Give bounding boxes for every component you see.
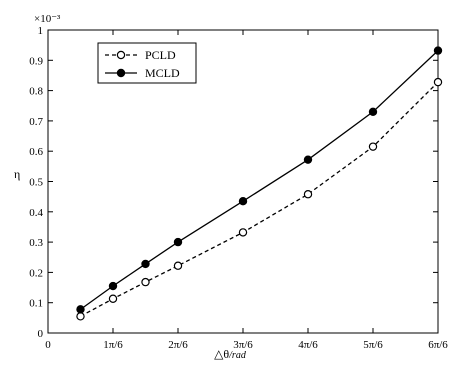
data-point-mcld	[76, 305, 85, 314]
data-point-mcld	[303, 155, 313, 164]
series-layer	[76, 46, 443, 321]
y-tick-label: 0.5	[29, 177, 43, 189]
y-tick-label: 0.2	[29, 267, 43, 279]
x-tick-label: 2π/6	[168, 339, 188, 351]
data-point-pcld	[141, 277, 150, 287]
x-tick-label: 6π/6	[428, 339, 448, 351]
y-tick-label: 0.7	[29, 116, 43, 128]
y-tick-label: 0.6	[29, 146, 43, 158]
data-point-pcld	[303, 190, 313, 199]
x-tick-label: 5π/6	[363, 339, 383, 351]
x-tick-label: 4π/6	[298, 339, 318, 351]
y-tick-label: 0.4	[29, 207, 43, 219]
data-point-mcld	[433, 46, 443, 55]
x-axis-label-unit: /rad	[228, 350, 247, 361]
x-axis-label-main: △θ	[214, 347, 229, 361]
x-tick-label: 3π/6	[233, 339, 253, 351]
data-point-mcld	[238, 196, 248, 206]
y-exponent-label: ×10⁻³	[34, 13, 61, 25]
series-line-mcld	[80, 50, 439, 310]
data-point-pcld	[76, 312, 85, 321]
data-point-pcld	[368, 142, 378, 151]
data-point-pcld	[108, 294, 118, 303]
data-point-mcld	[368, 107, 378, 117]
legend: PCLD MCLD	[97, 42, 197, 84]
legend-label-mcld: MCLD	[145, 66, 180, 80]
data-point-mcld	[108, 281, 118, 291]
y-tick-label: 0.3	[29, 237, 43, 249]
data-point-mcld	[141, 259, 150, 269]
x-axis-label: △θ/rad	[214, 347, 247, 361]
legend-label-pcld: PCLD	[145, 48, 176, 62]
y-tick-label: 0.9	[29, 55, 43, 67]
series-line-pcld	[80, 81, 439, 317]
y-axis-label: η	[14, 167, 20, 181]
y-tick-label: 0.1	[29, 298, 43, 310]
x-tick-label: 0	[45, 339, 51, 351]
data-point-pcld	[173, 261, 183, 270]
y-tick-label: 0	[38, 328, 44, 340]
x-tick-label: 1π/6	[103, 339, 123, 351]
legend-marker-pcld	[116, 50, 126, 60]
y-axis-ticks: 0 0.1 0.2 0.3 0.4 0.5 0.6 0.7 0.8 0.9 1	[29, 25, 438, 340]
data-point-mcld	[173, 237, 183, 247]
data-point-pcld	[433, 77, 443, 87]
legend-marker-mcld	[116, 68, 126, 78]
x-axis-ticks: 0 1π/6 2π/6 3π/6 4π/6 5π/6 6π/6	[45, 30, 448, 351]
y-tick-label: 1	[38, 25, 44, 37]
legend-box	[97, 42, 197, 84]
data-point-pcld	[238, 228, 248, 237]
y-tick-label: 0.8	[29, 86, 43, 98]
